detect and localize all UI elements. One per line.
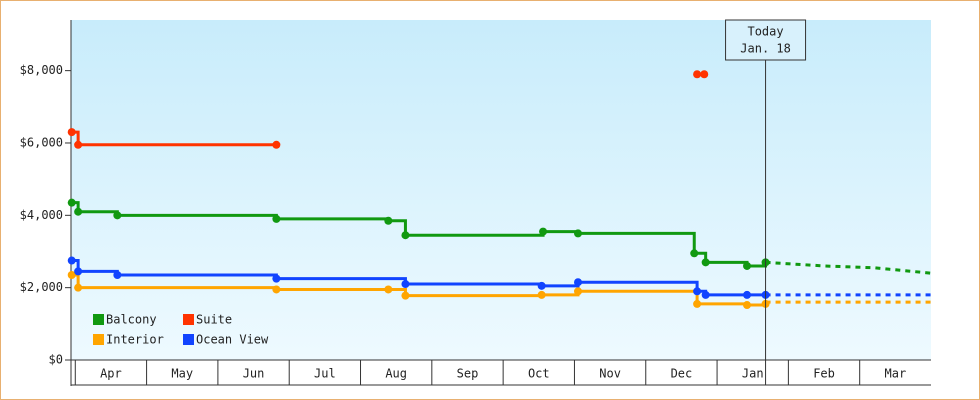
today-box (725, 19, 807, 61)
y-tick-label: $2,000 (20, 280, 63, 294)
price-point (272, 140, 281, 149)
price-point (272, 274, 281, 283)
y-tick-label: $6,000 (20, 135, 63, 149)
y-tick-label: $4,000 (20, 208, 63, 222)
price-point (693, 287, 702, 296)
price-point (113, 211, 122, 220)
price-point (67, 198, 76, 207)
legend-label: Interior (106, 333, 164, 347)
plot-area (71, 20, 931, 360)
price-point (113, 271, 122, 279)
legend-label: Balcony (106, 313, 157, 327)
x-tick-label: Sep (457, 367, 479, 381)
price-point (574, 229, 583, 238)
price-point (537, 281, 546, 290)
price-point (701, 258, 710, 267)
price-point (574, 278, 583, 287)
x-tick-label: May (171, 367, 193, 381)
today-label: Today (747, 25, 783, 39)
price-point (67, 256, 76, 265)
x-tick-label: Feb (813, 367, 835, 381)
price-point (700, 70, 709, 79)
x-tick-label: Nov (599, 367, 621, 381)
price-point (693, 70, 702, 79)
price-point (539, 227, 548, 236)
legend-swatch (183, 314, 194, 325)
x-tick-label: Jun (243, 367, 265, 381)
price-point (74, 283, 83, 292)
price-point (743, 261, 752, 270)
x-tick-label: Jan (742, 367, 764, 381)
projected-line (765, 260, 932, 275)
legend-swatch (93, 334, 104, 345)
price-point (272, 285, 281, 294)
x-tick-label: Aug (385, 367, 407, 381)
price-point (384, 216, 393, 225)
legend-label: Suite (196, 313, 232, 327)
price-point (701, 290, 710, 299)
y-tick-label: $8,000 (20, 63, 63, 77)
price-point (74, 267, 83, 276)
price-point (401, 231, 410, 240)
legend-swatch (183, 334, 194, 345)
x-tick-label: Mar (885, 367, 907, 381)
price-point (743, 301, 752, 310)
price-point (74, 207, 83, 216)
price-point (537, 290, 546, 299)
price-point (574, 287, 583, 296)
y-tick-label: $0 (49, 353, 63, 367)
today-label: Jan. 18 (740, 42, 791, 56)
price-point (384, 285, 393, 294)
legend-swatch (93, 314, 104, 325)
price-point (67, 128, 76, 137)
price-point (401, 280, 410, 289)
price-point (74, 140, 83, 149)
price-point (690, 249, 699, 258)
price-point (743, 290, 752, 299)
x-tick-label: Jul (314, 367, 336, 381)
x-tick-label: Oct (528, 367, 550, 381)
price-point (401, 291, 410, 300)
x-tick-label: Dec (671, 367, 693, 381)
price-point (272, 214, 281, 223)
price-point (67, 271, 76, 279)
price-point (693, 299, 702, 308)
legend-label: Ocean View (196, 333, 269, 347)
x-tick-label: Apr (100, 367, 122, 381)
